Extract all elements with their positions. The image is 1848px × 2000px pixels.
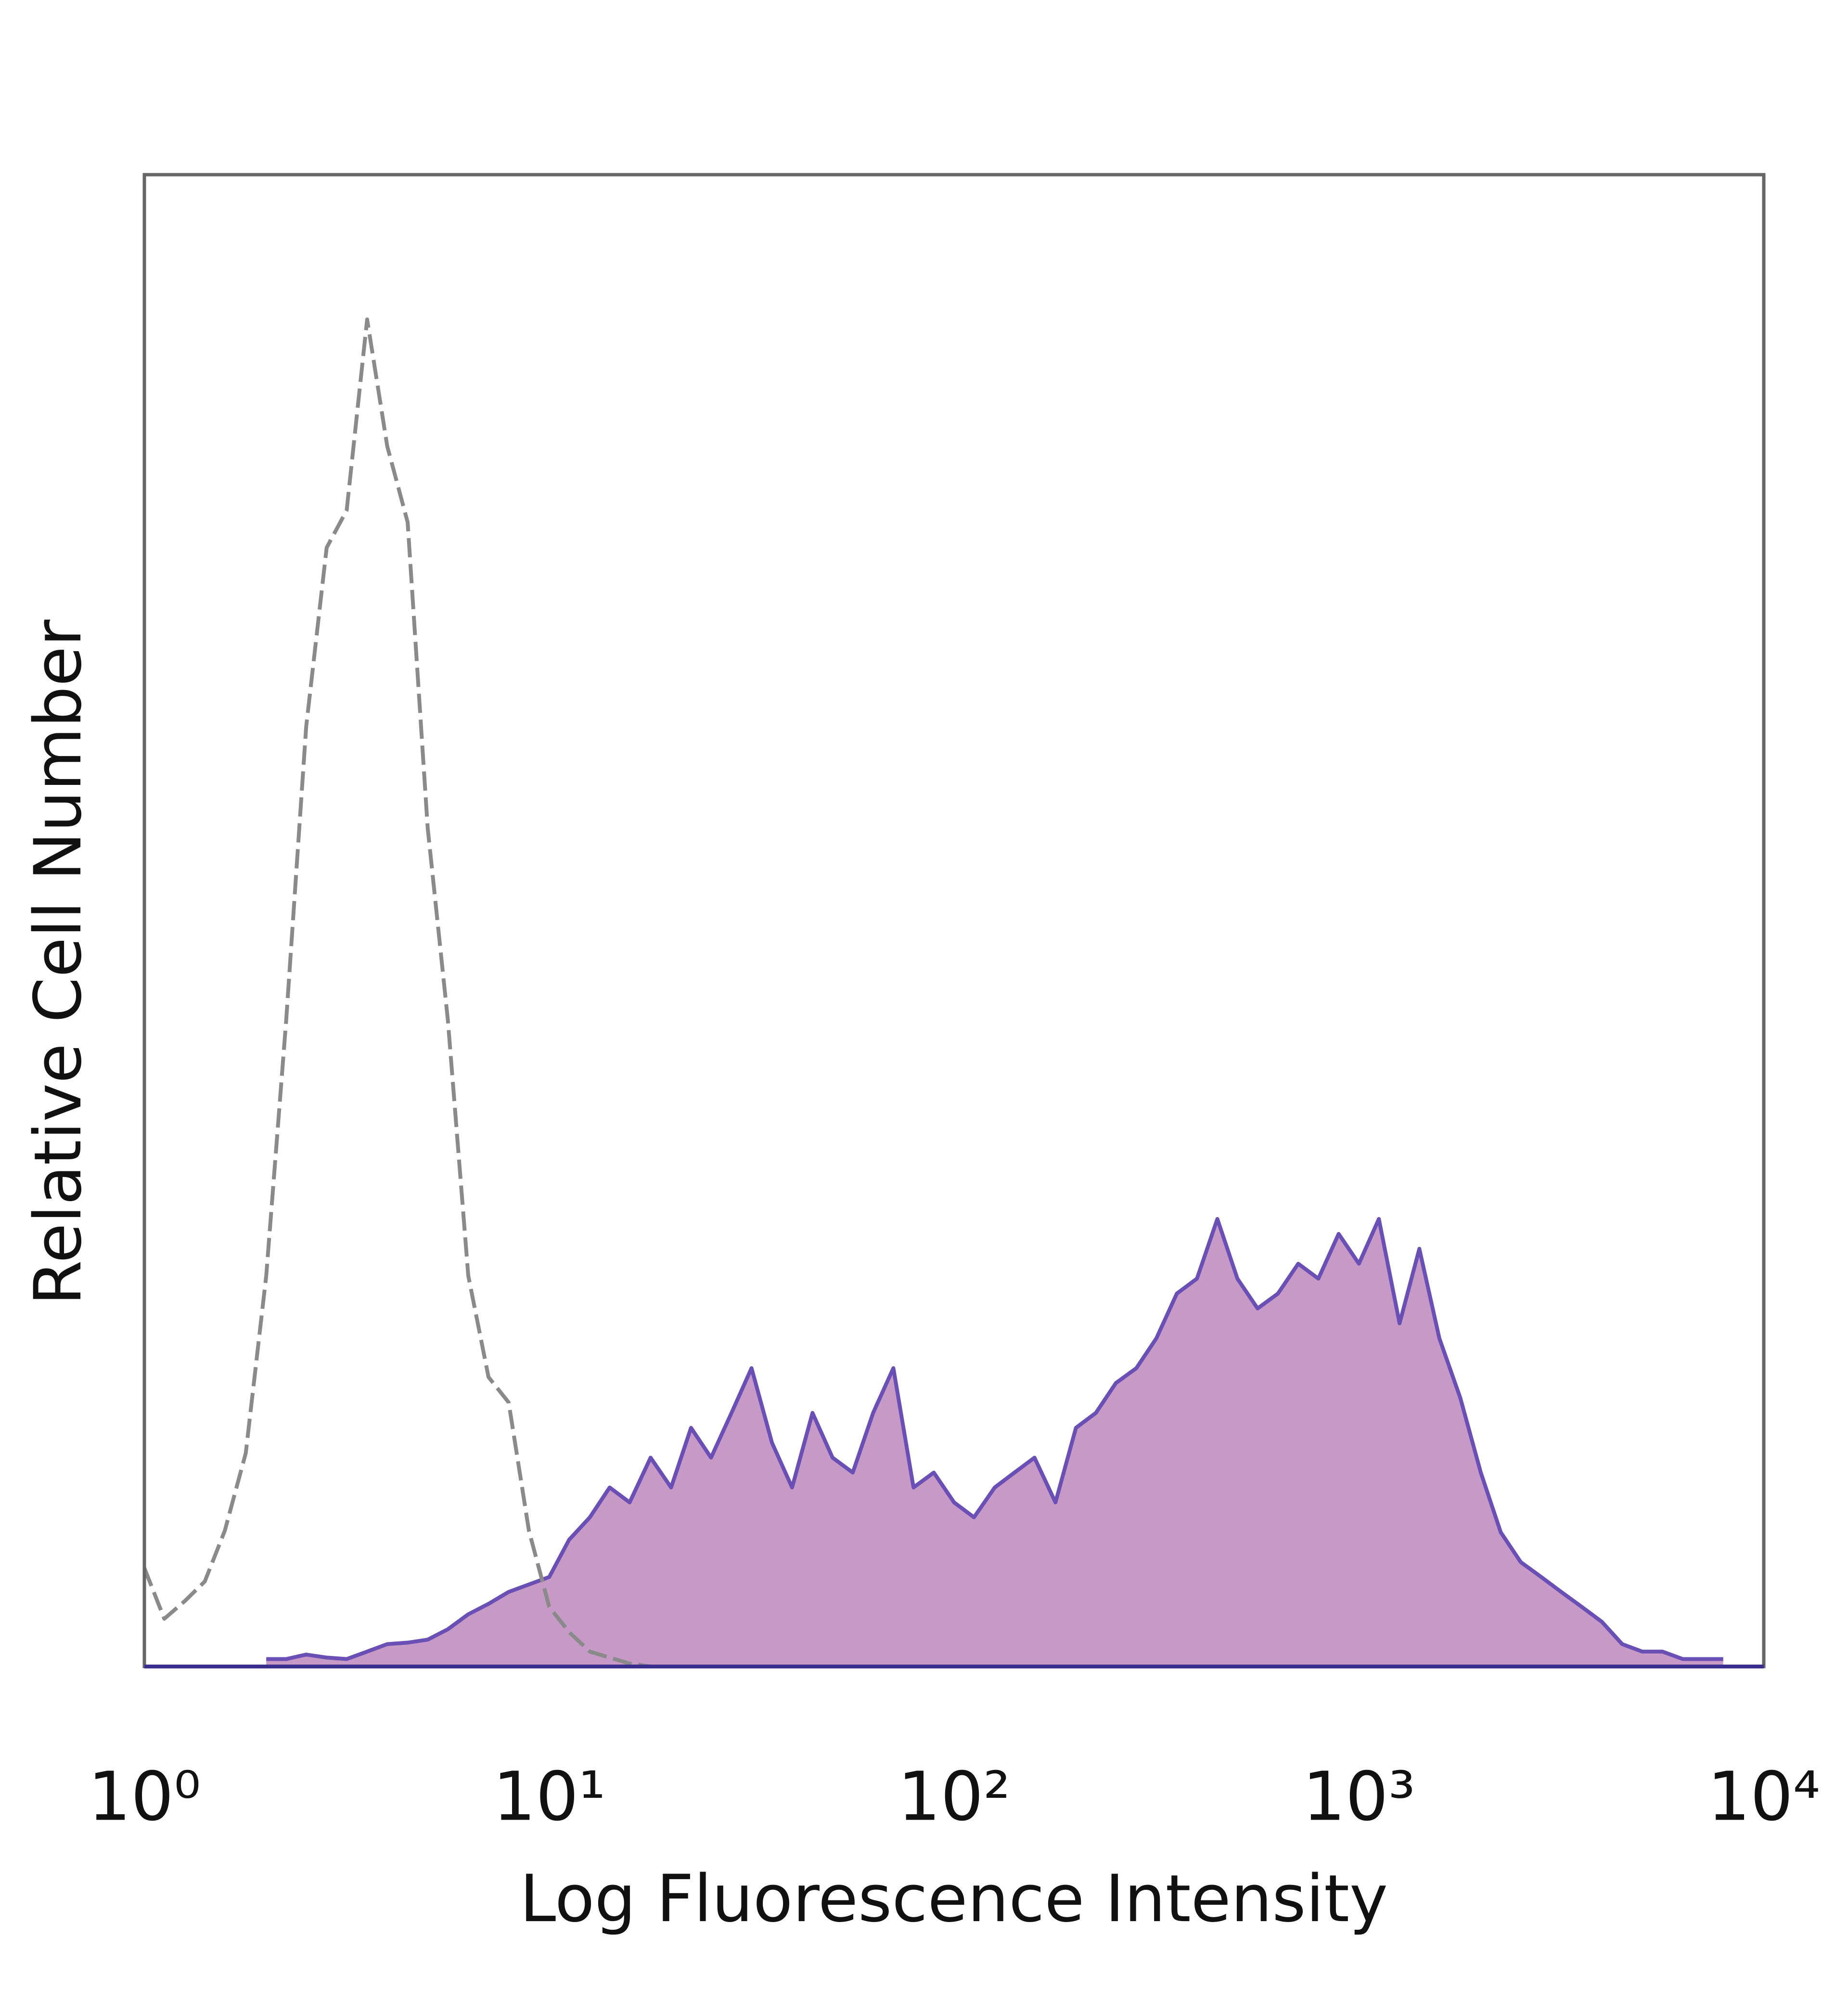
x-tick-label: 10⁰ (88, 1758, 201, 1836)
histogram-area (266, 1219, 1723, 1667)
plot-frame (142, 173, 1766, 1668)
x-axis-label: Log Fluorescence Intensity (520, 1861, 1388, 1936)
x-tick-label: 10³ (1303, 1758, 1415, 1836)
x-tick-label: 10² (898, 1758, 1010, 1836)
histogram-line (266, 1217, 1723, 1661)
x-tick-label: 10⁴ (1707, 1758, 1820, 1836)
y-axis-label: Relative Cell Number (20, 619, 96, 1305)
histogram-line (142, 317, 671, 1668)
x-tick-label: 10¹ (493, 1758, 605, 1836)
